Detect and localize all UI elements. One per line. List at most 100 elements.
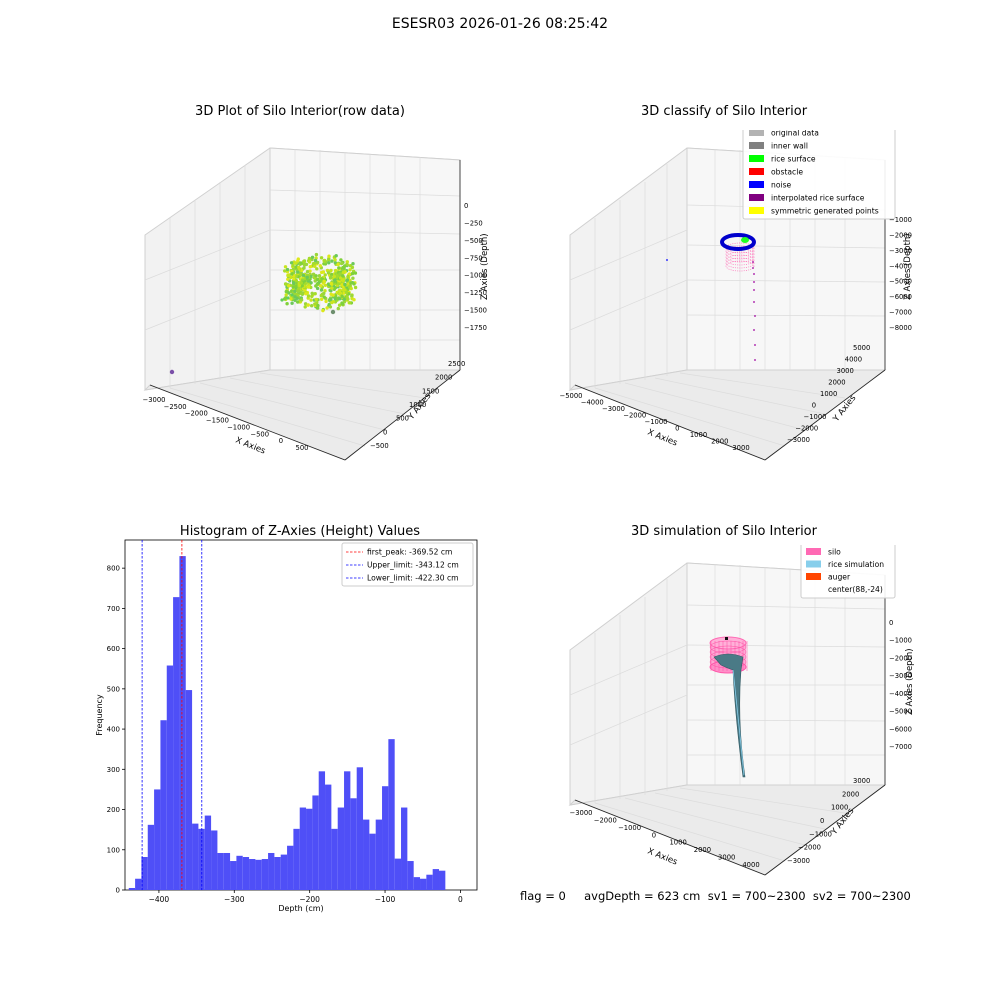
raw-point xyxy=(303,302,308,306)
histogram-bar xyxy=(420,878,427,890)
raw-point xyxy=(325,306,329,310)
raw-point xyxy=(350,265,355,270)
classify-y-tick: 5000 xyxy=(853,344,870,352)
histogram-bar xyxy=(426,874,433,890)
classify-legend-label: symmetric generated points xyxy=(771,207,879,216)
raw-x-tick: −500 xyxy=(250,430,269,438)
classify-x-tick: −3000 xyxy=(602,405,625,413)
raw-point xyxy=(336,262,340,267)
raw-z-tick-labels: 0 −250 −500 −750 −1000 −1250 −1500 −1750 xyxy=(464,202,487,332)
raw-z-tick: −1500 xyxy=(464,307,487,315)
raw-point xyxy=(333,258,337,262)
classify-x-tick: −1000 xyxy=(645,418,668,426)
raw-point xyxy=(350,271,355,276)
histogram-title: Histogram of Z-Axies (Height) Values xyxy=(179,524,421,539)
inner-wall-ring xyxy=(725,254,755,266)
histogram-bar xyxy=(268,852,275,890)
histogram-y-tick: 700 xyxy=(107,605,120,613)
raw-point xyxy=(302,259,306,264)
interpolated-point xyxy=(752,267,754,269)
raw-point xyxy=(340,302,345,306)
raw-point xyxy=(339,276,343,280)
histogram-x-tick: 0 xyxy=(458,895,463,904)
raw-point xyxy=(349,281,353,285)
histogram-bar xyxy=(369,833,376,890)
raw-point xyxy=(341,270,346,275)
histogram-bar xyxy=(223,852,231,890)
histogram-bar xyxy=(318,771,326,890)
raw-point xyxy=(290,272,294,276)
raw-point xyxy=(313,264,317,268)
raw-z-tick: −250 xyxy=(464,219,483,227)
histogram-y-tick: 100 xyxy=(107,846,120,854)
classify-x-tick: −5000 xyxy=(560,392,583,400)
raw-z-axis-label: Z Axies (Depth) xyxy=(480,233,490,300)
auger-marker xyxy=(725,637,728,640)
raw-point xyxy=(309,281,313,285)
raw-point xyxy=(340,283,344,287)
classify-legend-label: obstacle xyxy=(771,168,803,177)
raw-y-tick: 0 xyxy=(383,428,387,436)
raw-point xyxy=(333,268,338,273)
raw-point xyxy=(352,298,356,302)
histogram-bar xyxy=(173,597,180,890)
raw-point xyxy=(310,294,314,299)
simulation-z-tick-labels: 0 −1000 −2000 −3000 −4000 −5000 −6000 −7000 xyxy=(889,619,912,751)
raw-point xyxy=(306,303,310,307)
raw-z-tick: 0 xyxy=(464,202,468,210)
raw-point xyxy=(347,272,352,276)
raw-point xyxy=(285,267,290,272)
raw-point xyxy=(305,275,309,279)
simulation-y-tick: 0 xyxy=(820,817,824,825)
raw-point xyxy=(346,274,350,279)
simulation-x-tick: −3000 xyxy=(570,809,593,817)
raw-point xyxy=(343,282,347,287)
raw-x-tick: −2000 xyxy=(185,410,208,418)
raw-point xyxy=(300,284,304,288)
histogram-bar xyxy=(141,857,148,890)
inner-wall-ring xyxy=(725,257,755,269)
classify-z-axis-label: Z Axies (Depth) xyxy=(903,233,913,300)
histogram-bar xyxy=(166,665,174,890)
classify-y-tick: 2000 xyxy=(828,379,845,387)
raw-y-tick: −500 xyxy=(370,442,389,450)
simulation-y-tick: 3000 xyxy=(853,777,870,785)
simulation-legend-swatch xyxy=(806,573,821,580)
classify-x-tick: 1000 xyxy=(690,431,707,439)
raw-point xyxy=(289,261,294,265)
simulation-z-tick: −5000 xyxy=(889,708,912,716)
raw-y-tick: 1000 xyxy=(409,401,426,409)
raw-point xyxy=(318,264,322,268)
classify-plot-title: 3D classify of Silo Interior xyxy=(640,104,808,119)
histogram-bar xyxy=(432,869,440,890)
histogram-y-axis-label: Frequency xyxy=(95,694,104,736)
histogram-bar xyxy=(413,877,421,890)
raw-point xyxy=(338,272,342,276)
raw-x-tick: 0 xyxy=(279,437,283,445)
simulation-x-axis-label: X Axies xyxy=(646,847,679,868)
raw-point xyxy=(349,286,353,291)
raw-point xyxy=(323,289,327,293)
raw-point xyxy=(296,259,300,263)
classify-x-tick: 0 xyxy=(675,425,679,433)
raw-point xyxy=(286,284,291,288)
simulation-y-tick: 2000 xyxy=(842,790,859,798)
interpolated-point xyxy=(753,301,755,303)
classify-z-tick: −1000 xyxy=(889,216,912,224)
raw-point xyxy=(329,292,333,296)
raw-point xyxy=(338,297,342,301)
histogram-bar xyxy=(325,784,332,890)
raw-point xyxy=(283,265,288,269)
simulation-legend-label: rice simulation xyxy=(828,560,884,569)
histogram-bar xyxy=(337,807,345,890)
histogram-legend-label: first_peak: -369.52 cm xyxy=(367,548,452,557)
histogram-x-tick: −100 xyxy=(375,895,396,904)
histogram-x-tick: −400 xyxy=(149,895,170,904)
raw-point xyxy=(292,277,296,281)
histogram-legend-label: Upper_limit: -343.12 cm xyxy=(367,561,459,570)
raw-z-tick: −750 xyxy=(464,254,483,262)
raw-point xyxy=(353,285,358,290)
raw-point xyxy=(316,303,320,308)
